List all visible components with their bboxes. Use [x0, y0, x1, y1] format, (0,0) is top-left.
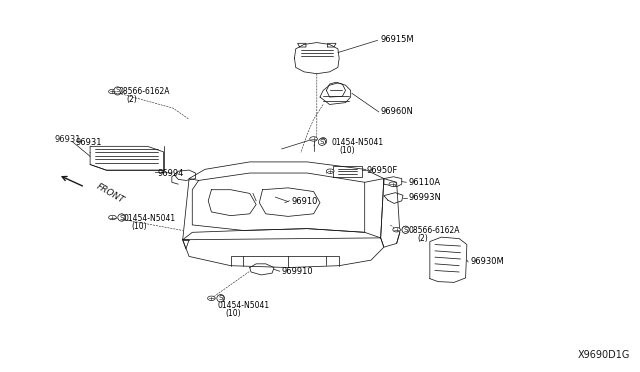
Text: S: S: [120, 215, 124, 221]
Text: 08566-6162A: 08566-6162A: [408, 226, 460, 235]
Text: 08566-6162A: 08566-6162A: [119, 87, 170, 96]
Text: 969910: 969910: [282, 267, 314, 276]
Text: 96931: 96931: [55, 135, 81, 144]
Text: (10): (10): [132, 222, 147, 231]
Text: (2): (2): [127, 95, 137, 104]
Text: S: S: [321, 138, 325, 144]
Text: (10): (10): [225, 309, 241, 318]
Circle shape: [393, 228, 401, 232]
Text: FRONT: FRONT: [95, 182, 126, 205]
Circle shape: [389, 182, 397, 186]
Text: S: S: [320, 139, 324, 145]
Text: 96931: 96931: [76, 138, 102, 147]
Circle shape: [326, 169, 334, 173]
Text: (10): (10): [339, 145, 355, 154]
Text: 96994: 96994: [157, 169, 184, 177]
Text: 96993N: 96993N: [408, 193, 441, 202]
Text: S: S: [403, 227, 408, 233]
Text: 96930M: 96930M: [470, 257, 504, 266]
Circle shape: [207, 296, 215, 301]
Text: (2): (2): [417, 234, 428, 243]
Text: 01454-N5041: 01454-N5041: [124, 214, 175, 223]
Text: 01454-N5041: 01454-N5041: [332, 138, 383, 147]
Text: 96950F: 96950F: [367, 166, 398, 174]
Text: S: S: [218, 295, 223, 301]
Text: 96110A: 96110A: [408, 178, 440, 187]
Text: 96915M: 96915M: [381, 35, 414, 44]
Circle shape: [109, 89, 116, 94]
Text: S: S: [115, 89, 120, 94]
Text: 01454-N5041: 01454-N5041: [218, 301, 270, 310]
Text: X9690D1G: X9690D1G: [577, 350, 630, 360]
Text: S: S: [403, 227, 408, 233]
Text: S: S: [219, 295, 223, 301]
Text: 96910: 96910: [292, 197, 318, 206]
Circle shape: [109, 215, 116, 220]
Text: 96960N: 96960N: [381, 108, 413, 116]
Circle shape: [310, 137, 317, 141]
Text: S: S: [115, 87, 120, 93]
Text: S: S: [119, 215, 124, 221]
